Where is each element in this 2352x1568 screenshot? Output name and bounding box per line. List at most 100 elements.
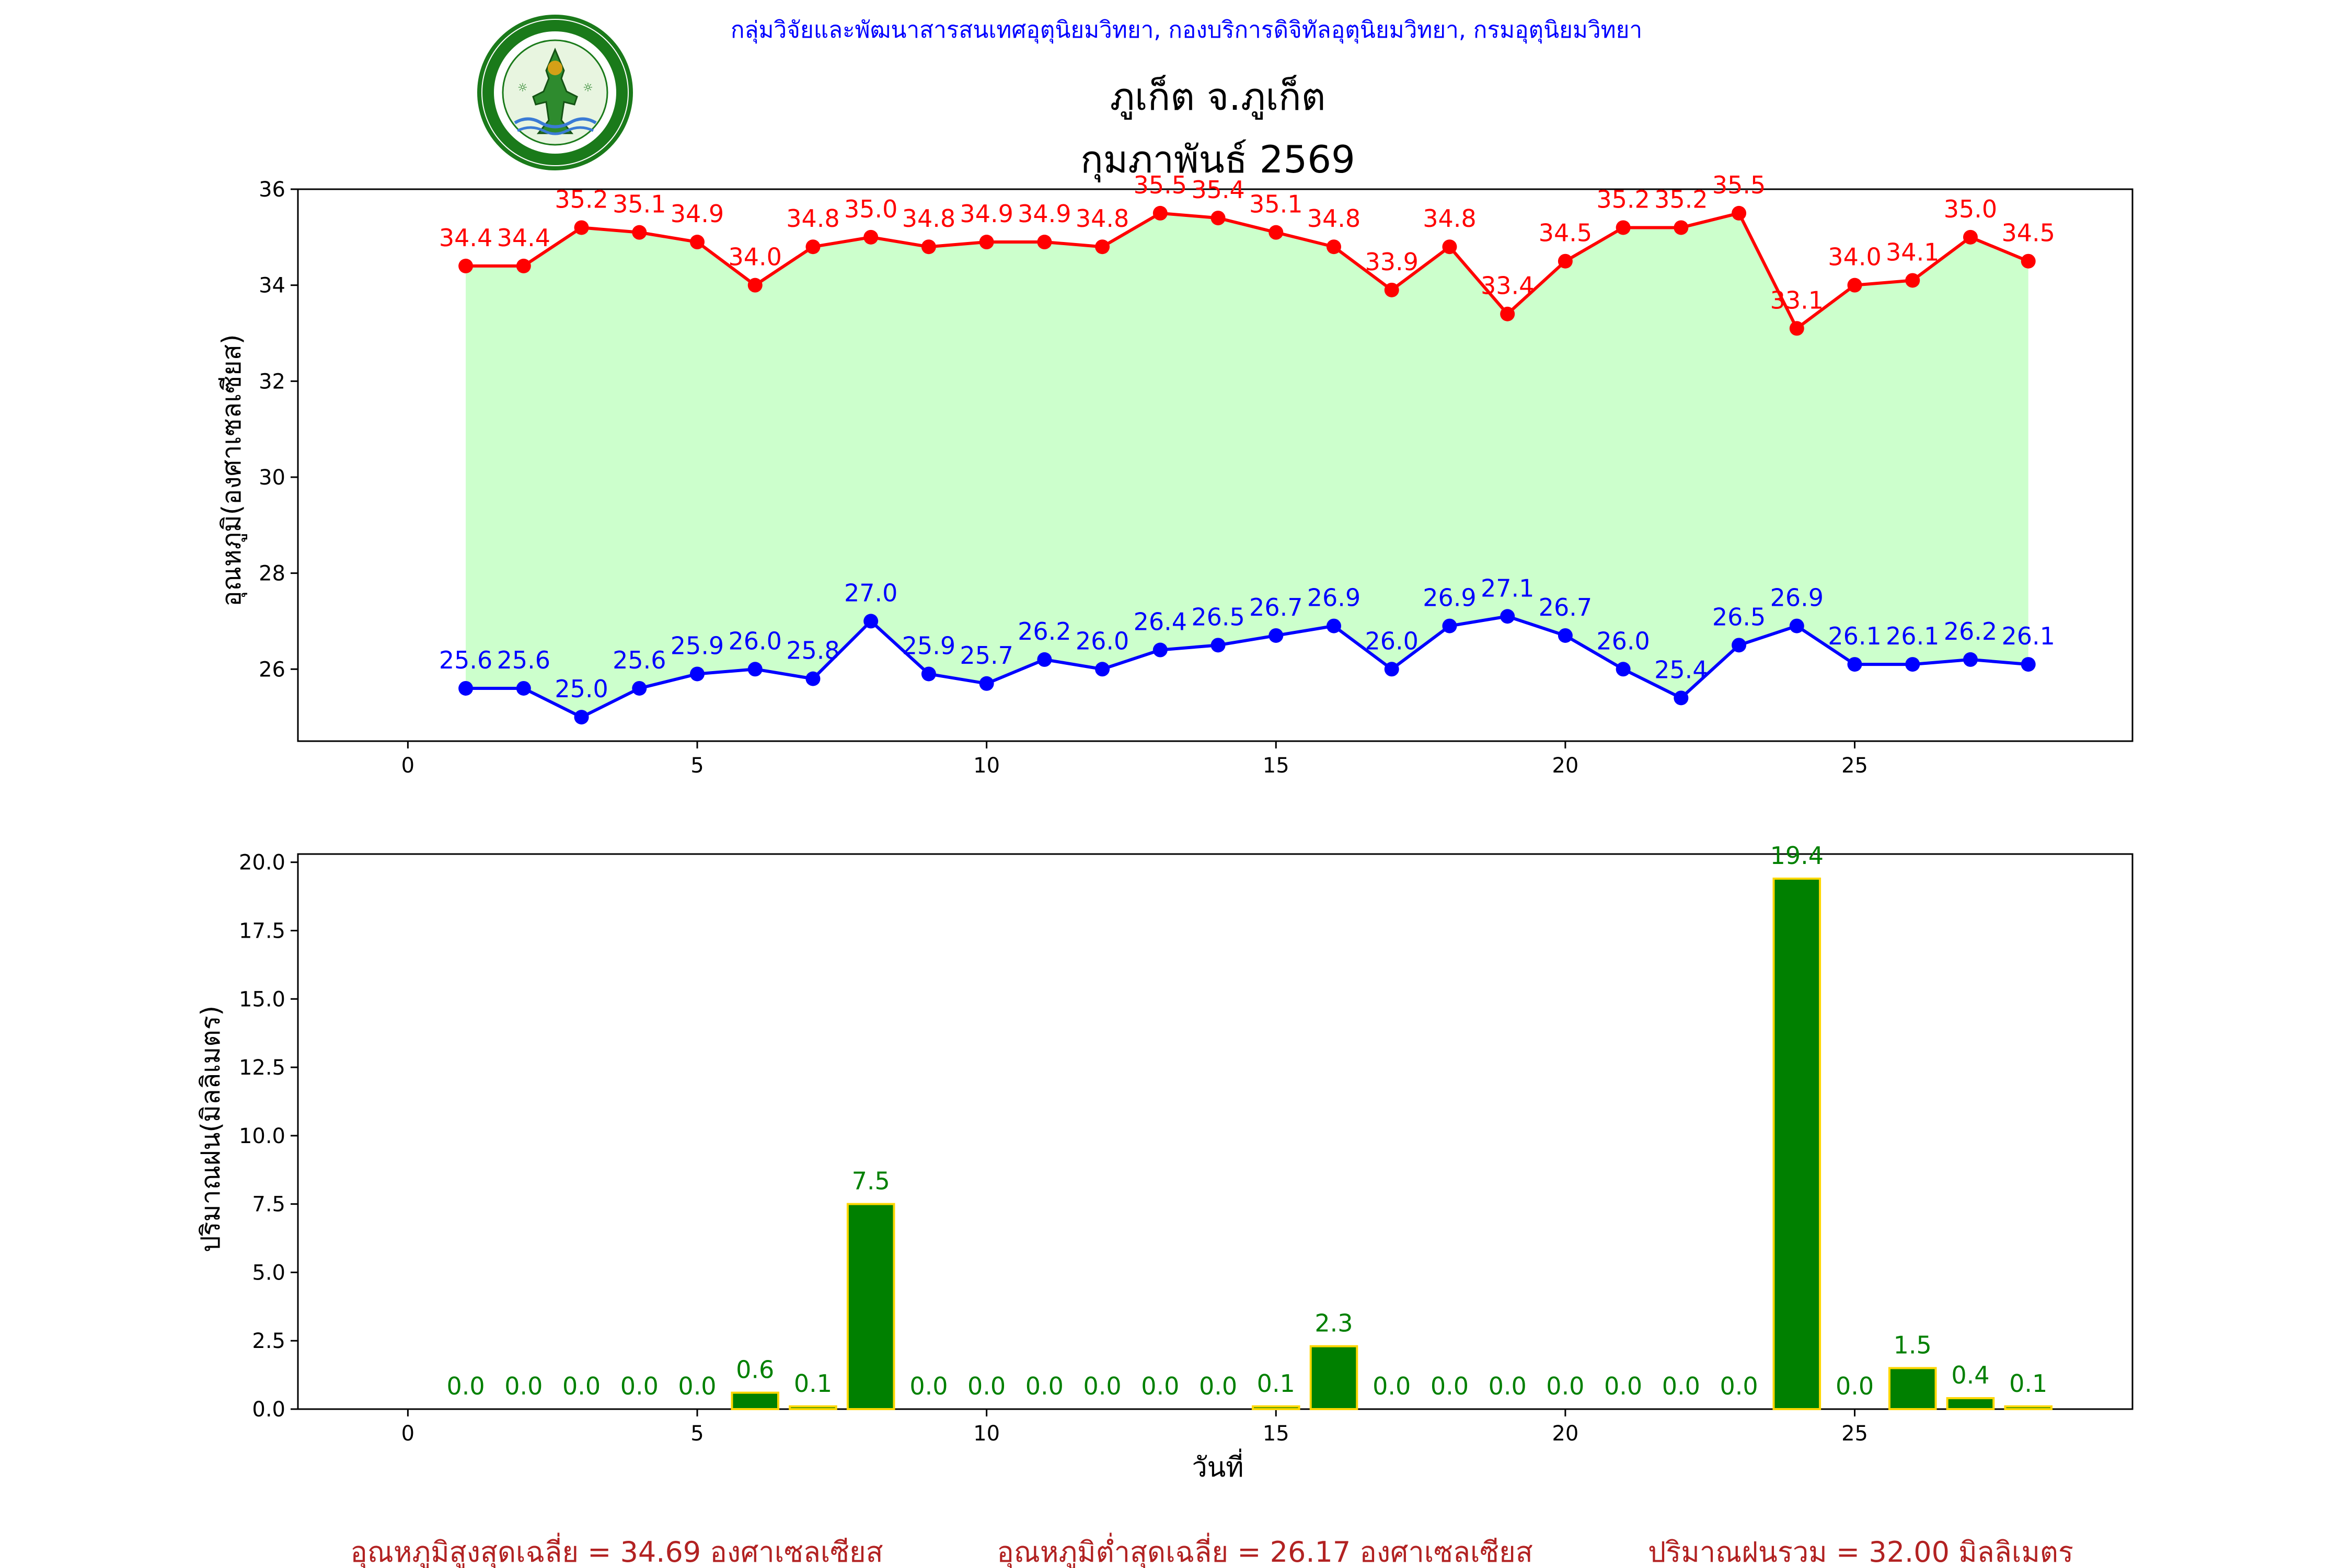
rain-value-label: 0.1 xyxy=(794,1369,832,1398)
min-temp-point xyxy=(1152,642,1168,658)
org-line: กลุ่มวิจัยและพัฒนาสารสนเทศอุตุนิยมวิทยา,… xyxy=(731,17,1642,44)
max-temp-label: 33.9 xyxy=(1365,248,1419,276)
y-tick-label: 7.5 xyxy=(252,1193,285,1217)
x-tick-label: 25 xyxy=(1841,1422,1868,1446)
max-temp-point xyxy=(1037,235,1052,250)
rain-value-label: 7.5 xyxy=(852,1167,890,1195)
min-temp-label: 26.0 xyxy=(729,627,782,655)
min-temp-point xyxy=(1847,657,1862,672)
min-temp-label: 26.1 xyxy=(1828,622,1881,650)
min-temp-label: 26.7 xyxy=(1539,593,1592,621)
y-tick-label: 26 xyxy=(259,658,285,682)
min-temp-point xyxy=(1442,618,1457,633)
max-temp-label: 34.8 xyxy=(1307,204,1361,233)
max-temp-label: 34.9 xyxy=(671,200,724,228)
max-temp-label: 35.0 xyxy=(1944,195,1997,223)
max-temp-label: 34.5 xyxy=(1539,219,1592,247)
min-temp-label: 25.6 xyxy=(613,646,666,674)
rain-value-label: 0.4 xyxy=(1951,1361,1989,1389)
x-tick-label: 0 xyxy=(401,1422,414,1446)
rain-bar xyxy=(1946,1397,1995,1411)
max-temp-label: 34.8 xyxy=(1423,204,1476,233)
x-tick-label: 20 xyxy=(1552,754,1578,778)
max-temp-label: 34.8 xyxy=(1076,204,1129,233)
max-temp-label: 35.1 xyxy=(1249,190,1302,218)
y-tick-label: 15.0 xyxy=(239,987,285,1011)
rain-value-label: 2.3 xyxy=(1315,1309,1353,1338)
max-temp-label: 34.4 xyxy=(439,224,492,252)
max-temp-label: 34.9 xyxy=(1018,200,1071,228)
min-temp-label: 26.1 xyxy=(2001,622,2055,650)
rain-value-label: 0.0 xyxy=(1025,1372,1064,1400)
min-temp-label: 25.9 xyxy=(902,631,955,660)
rainfall-y-label: ปริมาณฝน(มิลลิเมตร) xyxy=(195,1006,226,1252)
max-temp-label: 34.1 xyxy=(1886,238,1939,266)
y-tick-label: 30 xyxy=(259,466,285,490)
max-temp-point xyxy=(747,278,763,293)
max-temp-point xyxy=(516,258,531,273)
x-tick-label: 5 xyxy=(690,754,704,778)
rain-bar xyxy=(1888,1367,1937,1411)
rainfall-x-label: วันที่ xyxy=(1192,1448,1243,1483)
min-temp-point xyxy=(1789,618,1804,633)
y-tick-label: 36 xyxy=(259,178,285,202)
rain-value-label: 0.0 xyxy=(1489,1372,1527,1400)
max-temp-label: 34.4 xyxy=(497,224,550,252)
temperature-y-label: อุณหภูมิ(องศาเซลเซียส) xyxy=(216,334,247,606)
rain-value-label: 0.0 xyxy=(909,1372,948,1400)
min-temp-point xyxy=(863,614,879,629)
min-temp-label: 25.7 xyxy=(960,641,1013,670)
rain-bar xyxy=(731,1391,780,1411)
max-temp-point xyxy=(1152,205,1168,221)
max-temp-point xyxy=(1210,211,1226,226)
max-temp-label: 34.0 xyxy=(729,243,782,271)
min-temp-label: 26.5 xyxy=(1712,603,1766,631)
rain-value-label: 0.0 xyxy=(678,1372,716,1400)
min-temp-point xyxy=(979,676,994,691)
max-temp-label: 35.5 xyxy=(1712,171,1766,199)
min-temp-line xyxy=(466,615,2028,719)
rain-value-label: 0.1 xyxy=(1257,1369,1295,1398)
min-temp-label: 26.2 xyxy=(1944,617,1997,645)
min-temp-label: 26.4 xyxy=(1134,608,1187,636)
min-temp-point xyxy=(632,681,647,696)
rain-value-label: 0.0 xyxy=(1083,1372,1122,1400)
min-temp-point xyxy=(516,681,531,696)
rain-bar xyxy=(1772,878,1821,1410)
y-tick-label: 0.0 xyxy=(252,1398,285,1422)
max-temp-label: 34.5 xyxy=(2001,219,2055,247)
min-temp-point xyxy=(747,662,763,677)
rain-value-label: 0.0 xyxy=(1431,1372,1469,1400)
min-temp-point xyxy=(1384,662,1399,677)
min-temp-point xyxy=(1037,652,1052,667)
max-temp-point xyxy=(574,220,589,235)
x-tick-label: 25 xyxy=(1841,754,1868,778)
max-temp-point xyxy=(1963,229,1978,245)
min-temp-point xyxy=(2021,657,2036,672)
min-temp-label: 26.2 xyxy=(1018,617,1071,645)
y-tick-label: 2.5 xyxy=(252,1329,285,1353)
rain-value-label: 0.0 xyxy=(1141,1372,1179,1400)
rain-value-label: 0.0 xyxy=(620,1372,659,1400)
rain-value-label: 0.6 xyxy=(736,1356,774,1384)
max-temp-label: 35.4 xyxy=(1191,176,1244,204)
min-temp-point xyxy=(1963,652,1978,667)
y-tick-label: 17.5 xyxy=(239,919,285,943)
max-temp-point xyxy=(1326,239,1341,255)
min-temp-point xyxy=(1326,618,1341,633)
max-temp-label: 34.8 xyxy=(902,204,955,233)
y-tick-label: 28 xyxy=(259,562,285,586)
min-temp-point xyxy=(1905,657,1920,672)
x-tick-label: 0 xyxy=(401,754,414,778)
plot-frame xyxy=(297,853,2134,1410)
max-temp-point xyxy=(863,229,879,245)
min-temp-point xyxy=(1558,628,1573,643)
min-temp-point xyxy=(1210,638,1226,653)
temperature-range-fill xyxy=(466,213,2028,718)
min-temp-label: 25.6 xyxy=(497,646,550,674)
rain-value-label: 0.0 xyxy=(1720,1372,1758,1400)
max-temp-point xyxy=(1732,205,1747,221)
max-temp-label: 35.2 xyxy=(1596,185,1650,213)
min-temp-point xyxy=(805,671,821,686)
